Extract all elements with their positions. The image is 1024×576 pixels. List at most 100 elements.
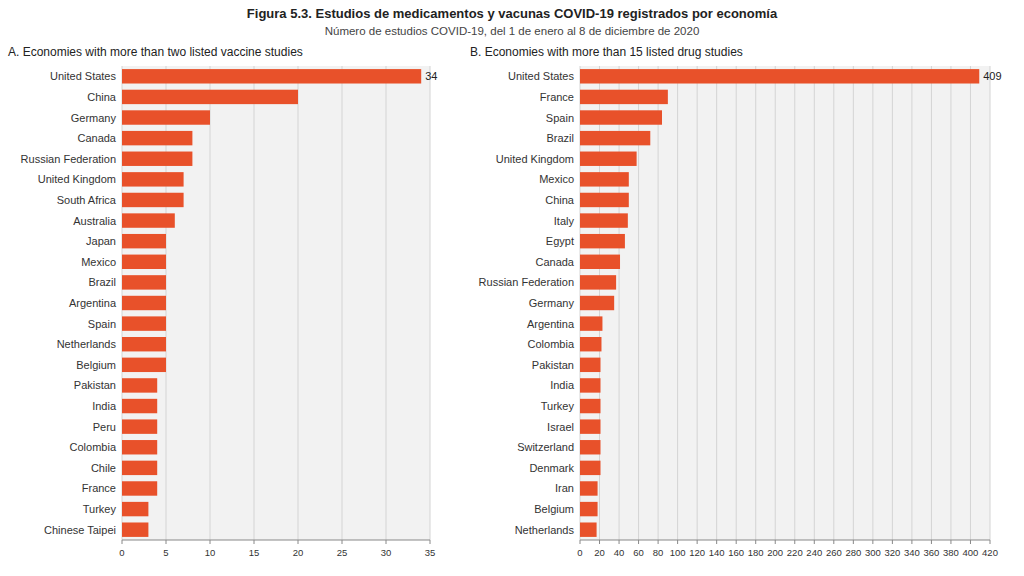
bar <box>122 110 210 124</box>
bar <box>580 440 601 454</box>
bar <box>580 152 637 166</box>
tick-mark <box>794 540 795 544</box>
category-label: Colombia <box>528 338 575 350</box>
grid-line <box>931 66 932 540</box>
tick-label: 25 <box>337 547 348 558</box>
category-label: Belgium <box>534 503 574 515</box>
tick-label: 380 <box>943 547 959 558</box>
grid-line <box>298 66 299 540</box>
category-label: Brazil <box>88 276 116 288</box>
bar <box>122 296 166 310</box>
tick-mark <box>430 540 431 544</box>
tick-mark <box>298 540 299 544</box>
category-label: Spain <box>546 112 574 124</box>
grid-line <box>342 66 343 540</box>
plot-background <box>122 66 430 540</box>
bar <box>122 90 298 104</box>
tick-mark <box>853 540 854 544</box>
tick-mark <box>814 540 815 544</box>
tick-label: 180 <box>748 547 764 558</box>
tick-mark <box>254 540 255 544</box>
tick-mark <box>342 540 343 544</box>
category-label: Switzerland <box>517 441 574 453</box>
grid-line <box>814 66 815 540</box>
category-label: India <box>92 400 117 412</box>
category-label: Chile <box>91 462 116 474</box>
category-label: Germany <box>71 112 117 124</box>
category-label: Turkey <box>541 400 575 412</box>
category-label: Germany <box>529 297 575 309</box>
grid-line <box>755 66 756 540</box>
tick-mark <box>619 540 620 544</box>
category-label: Israel <box>547 421 574 433</box>
grid-line <box>430 66 431 540</box>
bar <box>580 461 601 475</box>
category-label: China <box>87 91 117 103</box>
grid-line <box>775 66 776 540</box>
tick-mark <box>599 540 600 544</box>
category-label: United Kingdom <box>496 153 574 165</box>
subtitle: Número de estudios COVID-19, del 1 de en… <box>325 25 700 37</box>
bar <box>580 172 629 186</box>
category-label: Canada <box>535 256 574 268</box>
grid-line <box>853 66 854 540</box>
data-label: 34 <box>425 70 437 82</box>
grid-line <box>210 66 211 540</box>
category-label: Argentina <box>69 297 117 309</box>
category-label: United Kingdom <box>38 173 116 185</box>
bar <box>122 255 166 269</box>
tick-mark <box>755 540 756 544</box>
bar <box>122 69 421 83</box>
grid-line <box>833 66 834 540</box>
tick-label: 120 <box>689 547 705 558</box>
tick-label: 80 <box>653 547 664 558</box>
bar <box>580 131 650 145</box>
tick-label: 220 <box>787 547 803 558</box>
tick-mark <box>658 540 659 544</box>
category-label: Spain <box>88 318 116 330</box>
tick-label: 10 <box>205 547 216 558</box>
category-label: France <box>540 91 574 103</box>
category-label: Argentina <box>527 318 575 330</box>
tick-mark <box>872 540 873 544</box>
category-label: Australia <box>73 215 117 227</box>
chart: Figura 5.3. Estudios de medicamentos y v… <box>0 0 1024 576</box>
tick-label: 20 <box>594 547 605 558</box>
tick-label: 240 <box>806 547 822 558</box>
bar <box>122 131 192 145</box>
bar <box>122 193 184 207</box>
category-label: Netherlands <box>57 338 117 350</box>
bar <box>122 358 166 372</box>
bar <box>580 316 602 330</box>
grid-line <box>970 66 971 540</box>
grid-line <box>892 66 893 540</box>
bar <box>122 440 157 454</box>
x-axis-line <box>580 540 990 541</box>
panel-label: A. Economies with more than two listed v… <box>8 45 303 59</box>
bar <box>580 234 625 248</box>
category-label: Egypt <box>546 235 574 247</box>
category-label: South Africa <box>57 194 117 206</box>
category-label: Mexico <box>539 173 574 185</box>
grid-line <box>677 66 678 540</box>
category-label: Denmark <box>529 462 574 474</box>
category-label: Mexico <box>81 256 116 268</box>
tick-label: 0 <box>577 547 582 558</box>
bar <box>122 316 166 330</box>
bar <box>580 296 614 310</box>
category-label: United States <box>50 70 117 82</box>
category-label: Pakistan <box>532 359 574 371</box>
tick-label: 30 <box>381 547 392 558</box>
tick-mark <box>166 540 167 544</box>
grid-line <box>697 66 698 540</box>
bar <box>122 378 157 392</box>
category-label: Peru <box>93 421 116 433</box>
tick-mark <box>638 540 639 544</box>
bar <box>580 69 979 83</box>
bar <box>580 378 601 392</box>
tick-mark <box>990 540 991 544</box>
bar <box>580 502 598 516</box>
grid-line <box>254 66 255 540</box>
bar <box>580 481 598 495</box>
category-label: Russian Federation <box>479 276 574 288</box>
